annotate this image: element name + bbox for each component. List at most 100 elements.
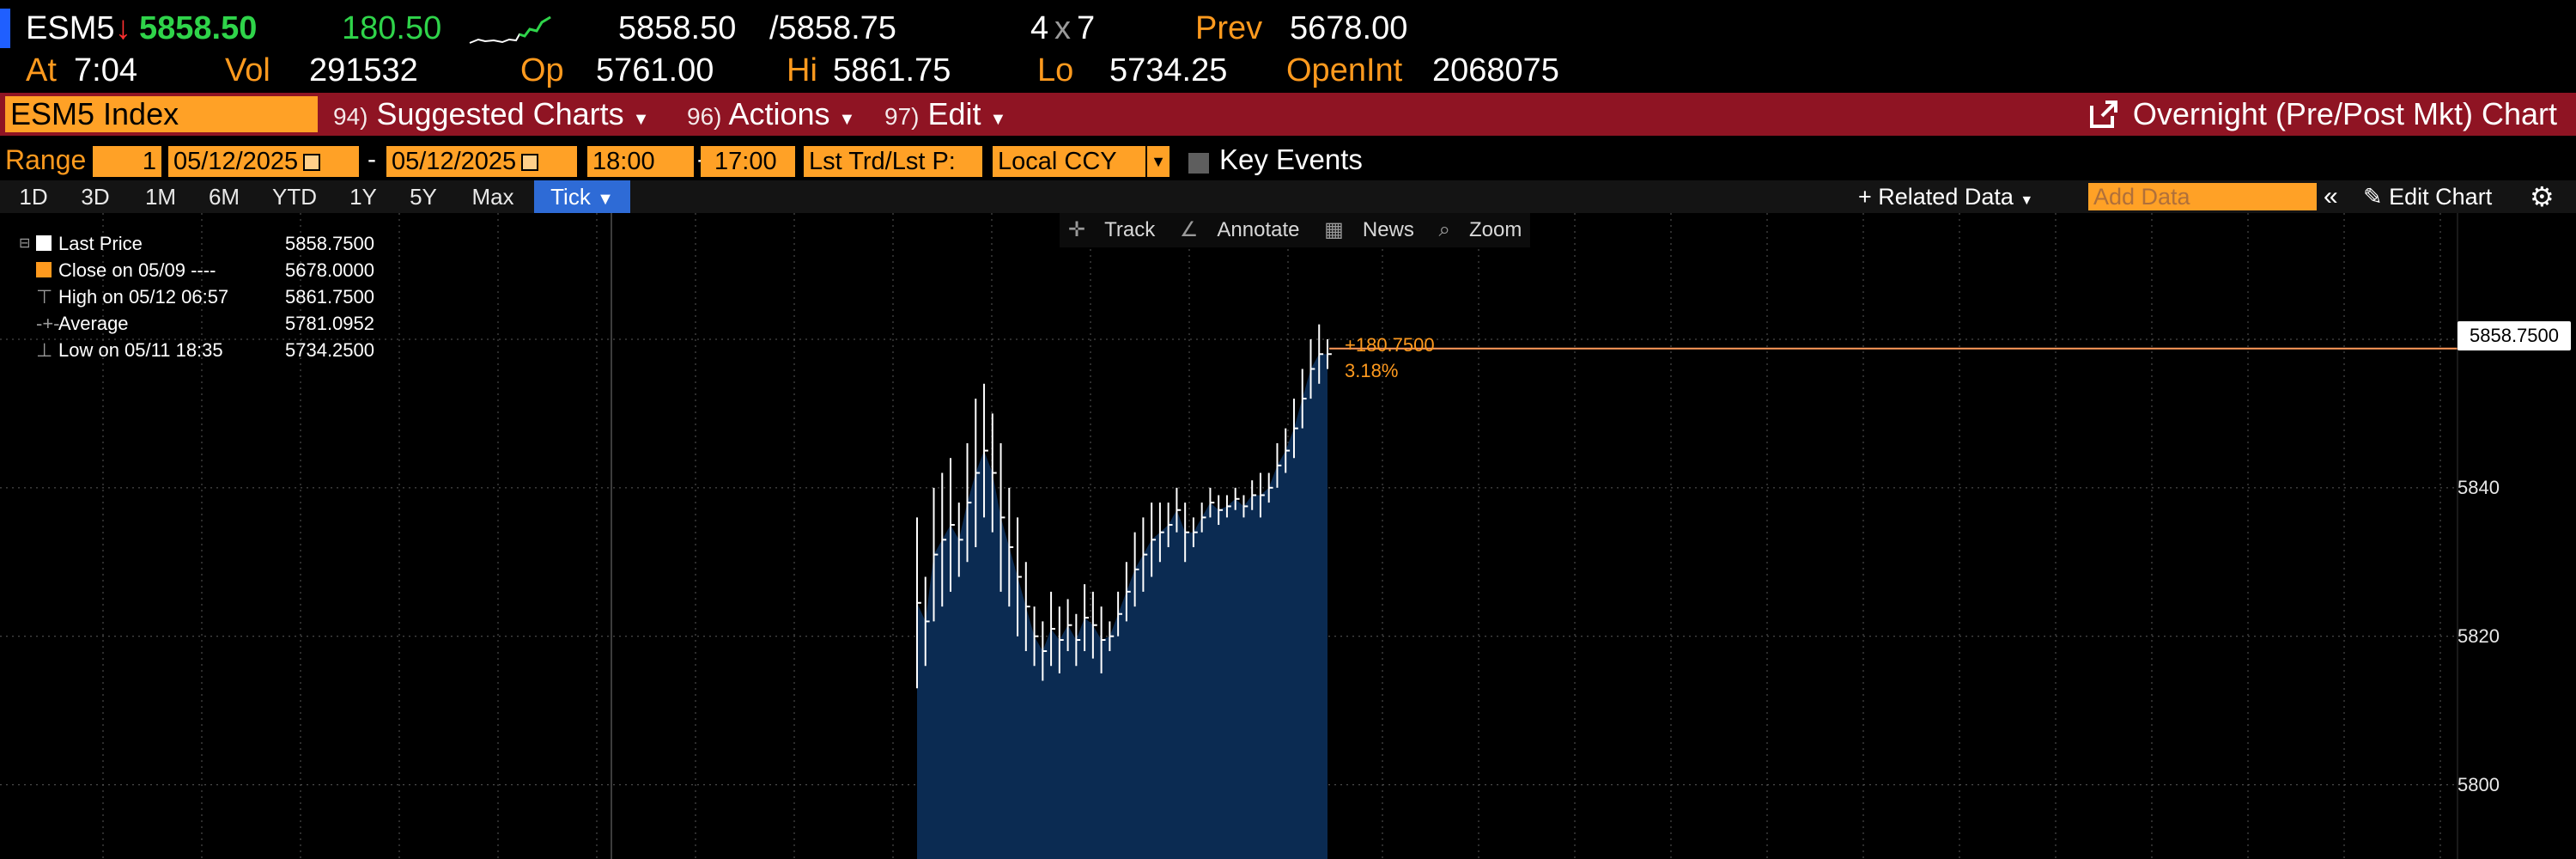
edit-menu[interactable]: 97) Edit ▼ — [884, 93, 1006, 136]
ticker-symbol[interactable]: ESM5 — [26, 10, 115, 46]
currency-select[interactable]: Local CCY — [993, 146, 1170, 177]
related-data-menu[interactable]: + Related Data ▼ — [1858, 180, 2033, 213]
period-tabs-bar: 1D 3D 1M 6M YTD 1Y 5Y Max Tick ▼ + Relat… — [0, 180, 2576, 213]
end-time-field[interactable]: 17:00 — [701, 146, 795, 177]
collapse-icon[interactable]: ⊟ — [19, 236, 31, 251]
annotate-icon: ∠ — [1179, 218, 1199, 241]
bid-size: 4 — [1030, 10, 1049, 46]
high-label: Hi — [787, 52, 817, 88]
down-arrow-icon: ↓ — [115, 10, 131, 46]
low-icon: ⊥ — [36, 339, 53, 361]
legend-value: 5858.7500 — [285, 233, 374, 254]
legend-label: Average — [58, 313, 129, 334]
annotate-tool[interactable]: ∠ Annotate — [1180, 218, 1300, 241]
edit-chart-button[interactable]: ✎ Edit Chart — [2363, 180, 2492, 213]
menu-label: Edit — [927, 96, 981, 131]
legend-value: 5678.0000 — [285, 259, 374, 281]
y-tick-label: 5840 — [2458, 476, 2500, 498]
bid-price: 5858.50 — [618, 10, 737, 46]
prev-value: 5678.00 — [1290, 10, 1408, 46]
track-tool[interactable]: ✛ Track — [1068, 218, 1155, 241]
security-field[interactable]: ESM5 Index — [5, 96, 318, 132]
collapse-left-icon[interactable]: « — [2324, 182, 2338, 210]
price-area-fill — [917, 354, 1327, 859]
legend-label: High on 05/12 06:57 — [58, 286, 229, 308]
caret-down-icon: ▼ — [838, 110, 856, 129]
start-time-field[interactable]: 18:00 — [587, 146, 694, 177]
date-separator: - — [368, 145, 376, 174]
tab-max[interactable]: Max — [471, 184, 514, 210]
high-value: 5861.75 — [833, 52, 951, 88]
prev-label: Prev — [1195, 10, 1263, 46]
price-chart[interactable] — [0, 213, 2576, 859]
zoom-icon: ⌕ — [1438, 218, 1450, 241]
last-price-swatch — [36, 235, 52, 251]
sparkline-icon — [469, 15, 551, 44]
net-change: 180.50 — [342, 10, 442, 46]
ticker-marker — [0, 9, 10, 48]
gear-icon[interactable]: ⚙ — [2530, 181, 2555, 212]
tab-ytd[interactable]: YTD — [272, 184, 317, 210]
caret-down-icon: ▼ — [989, 110, 1007, 129]
range-bar: Range 1 05/12/2025 - 05/12/2025 18:00 - … — [0, 139, 2576, 180]
suggested-charts-menu[interactable]: 94) Suggested Charts ▼ — [333, 93, 649, 136]
tab-6m[interactable]: 6M — [208, 184, 240, 210]
crosshair-icon: ✛ — [1068, 218, 1086, 241]
legend-row[interactable]: -+- Average 5781.0952 — [14, 310, 374, 337]
legend-row[interactable]: ⊥ Low on 05/11 18:35 5734.2500 — [14, 337, 374, 363]
price-area — [917, 354, 1327, 859]
menu-label: Suggested Charts — [376, 96, 624, 131]
tab-5y[interactable]: 5Y — [410, 184, 437, 210]
caret-down-icon: ▼ — [2020, 193, 2034, 208]
tab-1y[interactable]: 1Y — [349, 184, 377, 210]
range-number-field[interactable]: 1 — [93, 146, 161, 177]
actions-menu[interactable]: 96) Actions ▼ — [687, 93, 855, 136]
menu-number: 96) — [687, 103, 722, 130]
range-label: Range — [5, 144, 87, 175]
legend-value: 5861.7500 — [285, 286, 374, 308]
time-value: 7:04 — [74, 52, 137, 88]
legend-row[interactable]: Close on 05/09 ---- 5678.0000 — [14, 257, 374, 283]
size-separator: x — [1054, 10, 1071, 46]
tab-1d[interactable]: 1D — [19, 184, 48, 210]
menu-label: Actions — [728, 96, 830, 131]
chart-toolbox: ✛ Track ∠ Annotate ▦ News ⌕ Zoom — [1060, 213, 1531, 247]
key-events-label: Key Events — [1219, 143, 1363, 175]
pencil-icon: ✎ — [2363, 184, 2383, 210]
edit-chart-label: Edit Chart — [2389, 184, 2493, 210]
calendar-icon[interactable] — [521, 154, 539, 171]
overnight-chart-link[interactable]: Overnight (Pre/Post Mkt) Chart — [2088, 93, 2557, 136]
volume-value: 291532 — [309, 52, 418, 88]
caret-down-icon: ▼ — [597, 190, 614, 209]
start-date-field[interactable]: 05/12/2025 — [168, 146, 359, 177]
calendar-icon[interactable] — [303, 154, 321, 171]
news-icon: ▦ — [1324, 218, 1344, 241]
end-date-field[interactable]: 05/12/2025 — [386, 146, 577, 177]
chart-grid — [0, 213, 2458, 859]
legend-row[interactable]: ⊤ High on 05/12 06:57 5861.7500 — [14, 283, 374, 310]
news-tool[interactable]: ▦ News — [1324, 218, 1414, 241]
annotate-label: Annotate — [1217, 218, 1300, 241]
caret-down-icon[interactable]: ▼ — [1145, 146, 1170, 177]
tab-3d[interactable]: 3D — [81, 184, 110, 210]
open-interest-label: OpenInt — [1286, 52, 1403, 88]
tab-1m[interactable]: 1M — [144, 184, 177, 210]
zoom-label: Zoom — [1469, 218, 1522, 241]
tab-tick[interactable]: Tick ▼ — [534, 180, 630, 213]
start-date-value: 05/12/2025 — [173, 148, 299, 175]
news-label: News — [1362, 218, 1414, 241]
end-date-value: 05/12/2025 — [392, 148, 517, 175]
key-events-checkbox[interactable] — [1188, 153, 1209, 174]
chart-legend: ⊟ Last Price 5858.7500 Close on 05/09 --… — [14, 230, 374, 363]
zoom-tool[interactable]: ⌕ Zoom — [1439, 218, 1522, 241]
quote-row-2: At 7:04 Vol 291532 Op 5761.00 Hi 5861.75… — [0, 49, 2576, 92]
y-tick-label: 5800 — [2458, 773, 2500, 795]
add-data-input[interactable]: Add Data — [2088, 183, 2317, 210]
low-label: Lo — [1037, 52, 1074, 88]
legend-row[interactable]: ⊟ Last Price 5858.7500 — [14, 230, 374, 257]
price-type-field[interactable]: Lst Trd/Lst P: — [804, 146, 982, 177]
ask-price: /5858.75 — [769, 10, 896, 46]
last-price: 5858.50 — [139, 10, 258, 46]
open-label: Op — [520, 52, 564, 88]
y-tick-label: 5820 — [2458, 624, 2500, 647]
